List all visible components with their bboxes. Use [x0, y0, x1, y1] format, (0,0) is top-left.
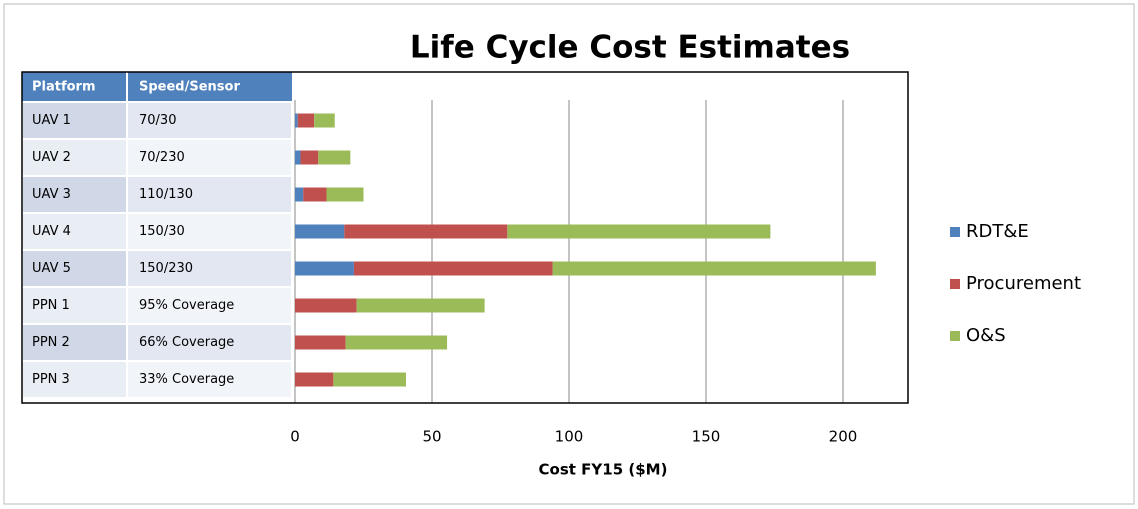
- speed-sensor: 95% Coverage: [139, 298, 234, 313]
- legend-swatch: [950, 227, 960, 237]
- platform: UAV 2: [32, 150, 71, 165]
- x-tick-label: 50: [422, 428, 441, 446]
- platform: UAV 1: [32, 113, 71, 128]
- table-cell: [126, 212, 293, 251]
- x-tick-label: 100: [555, 428, 584, 446]
- x-tick-label: 200: [829, 428, 858, 446]
- bar-segment: [303, 187, 327, 202]
- table-header: Speed/Sensor: [139, 80, 240, 95]
- bar-segment: [318, 150, 351, 165]
- legend-swatch: [950, 279, 960, 289]
- table-header: Platform: [32, 80, 96, 95]
- table-cell: [21, 212, 128, 251]
- table-cell: [126, 249, 293, 288]
- legend-label: RDT&E: [966, 221, 1029, 242]
- bar-segment: [507, 224, 771, 239]
- platform: UAV 3: [32, 187, 71, 202]
- bar-segment: [295, 113, 298, 128]
- table-cell: [126, 138, 293, 177]
- speed-sensor: 33% Coverage: [139, 372, 234, 387]
- x-tick-label: 150: [692, 428, 721, 446]
- speed-sensor: 70/30: [139, 113, 176, 128]
- bar-segment: [333, 372, 406, 387]
- bar-segment: [356, 298, 485, 313]
- platform: UAV 4: [32, 224, 71, 239]
- bar-segment: [353, 261, 553, 276]
- bar-segment: [552, 261, 876, 276]
- x-axis-label: Cost FY15 ($M): [539, 461, 668, 479]
- legend-swatch: [950, 331, 960, 341]
- table-cell: [21, 175, 128, 214]
- speed-sensor: 150/30: [139, 224, 185, 239]
- bar-segment: [314, 113, 335, 128]
- bar-segment: [295, 187, 304, 202]
- bar-segment: [345, 335, 448, 350]
- bar-segment: [295, 224, 345, 239]
- bar-segment: [300, 150, 319, 165]
- chart-title: Life Cycle Cost Estimates: [410, 30, 850, 66]
- table-cell: [21, 249, 128, 288]
- speed-sensor: 70/230: [139, 150, 185, 165]
- bar-segment: [295, 261, 354, 276]
- legend-label: O&S: [966, 325, 1006, 346]
- speed-sensor: 150/230: [139, 261, 193, 276]
- bars: [295, 113, 876, 387]
- platform: PPN 2: [32, 335, 70, 350]
- bar-segment: [326, 187, 364, 202]
- speed-sensor: 66% Coverage: [139, 335, 234, 350]
- x-tick-label: 0: [290, 428, 300, 446]
- table: Platform Speed/Sensor UAV 1 70/30 UAV 2 70/23…: [21, 72, 293, 399]
- bar-segment: [295, 335, 346, 350]
- bar-segment: [344, 224, 508, 239]
- legend: RDT&E Procurement O&S: [950, 221, 1081, 346]
- table-cell: [21, 360, 128, 399]
- bar-segment: [295, 372, 334, 387]
- table-header-bg: [22, 72, 292, 102]
- platform: PPN 3: [32, 372, 70, 387]
- plot-border: [21, 71, 909, 404]
- legend-label: Procurement: [966, 273, 1081, 294]
- bar-segment: [295, 298, 357, 313]
- table-cell: [126, 360, 293, 399]
- platform: PPN 1: [32, 298, 70, 313]
- platform: UAV 5: [32, 261, 71, 276]
- bar-segment: [297, 113, 315, 128]
- bar-segment: [295, 150, 301, 165]
- speed-sensor: 110/130: [139, 187, 193, 202]
